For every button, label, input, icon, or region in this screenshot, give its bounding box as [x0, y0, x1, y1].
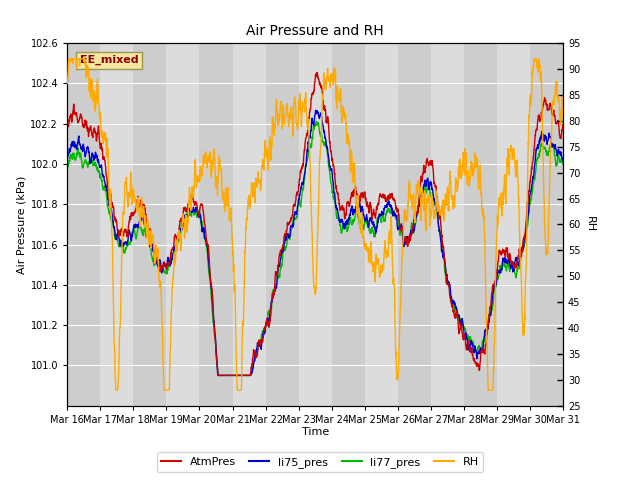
Text: EE_mixed: EE_mixed [79, 55, 138, 65]
Bar [200, 43, 232, 406]
Title: Air Pressure and RH: Air Pressure and RH [246, 24, 384, 38]
Y-axis label: Air Pressure (kPa): Air Pressure (kPa) [16, 175, 26, 274]
X-axis label: Time: Time [301, 427, 329, 437]
Legend: AtmPres, li75_pres, li77_pres, RH: AtmPres, li75_pres, li77_pres, RH [157, 452, 483, 472]
Bar [530, 43, 563, 406]
Bar [133, 43, 166, 406]
Bar [464, 43, 497, 406]
Bar [398, 43, 431, 406]
Y-axis label: RH: RH [585, 216, 595, 232]
Bar [332, 43, 365, 406]
Bar [266, 43, 299, 406]
Bar [67, 43, 100, 406]
